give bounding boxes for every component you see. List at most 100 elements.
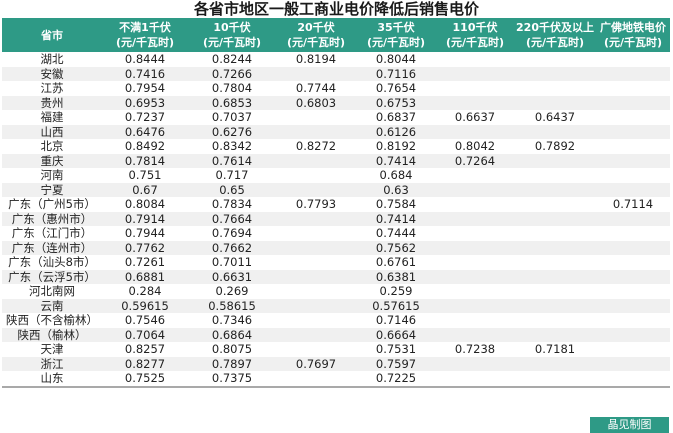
column-header: 广佛地铁电价 (元/千瓦时) [596,18,670,52]
price-cell [276,211,356,226]
price-cell: 0.7834 [188,197,276,212]
price-cell: 0.59615 [102,298,188,313]
price-cell [596,211,670,226]
column-header: 110千伏 (元/千瓦时) [436,18,514,52]
price-cell [596,356,670,371]
price-cell [514,371,596,388]
price-cell: 0.8492 [102,139,188,154]
table-body: 湖北 0.8444 0.8244 0.8194 0.8044 安徽 0.7416 0.7266… [2,52,670,388]
column-header-label: 110千伏 [452,21,498,34]
price-cell: 0.6803 [276,95,356,110]
column-header: 20千伏 (元/千瓦时) [276,18,356,52]
column-header-label: 20千伏 [297,21,335,34]
price-cell: 0.6881 [102,269,188,284]
price-cell [276,168,356,183]
price-cell [436,226,514,241]
price-cell: 0.7654 [356,81,436,96]
price-cell: 0.7897 [188,356,276,371]
price-cell [436,182,514,197]
table-row: 福建 0.7237 0.7037 0.6837 0.6637 0.6437 [2,110,670,125]
price-cell [436,327,514,342]
price-cell: 0.7261 [102,255,188,270]
price-cell [276,284,356,299]
price-cell [514,226,596,241]
price-cell [436,66,514,81]
price-cell [514,124,596,139]
price-cell [436,356,514,371]
price-cell: 0.8272 [276,139,356,154]
price-cell: 0.6126 [356,124,436,139]
table-row: 广东（惠州市） 0.7914 0.7664 0.7414 [2,211,670,226]
price-cell: 0.7697 [276,356,356,371]
price-cell: 0.7114 [596,197,670,212]
price-cell: 0.7037 [188,110,276,125]
table-row: 天津 0.8257 0.8075 0.7531 0.7238 0.7181 [2,342,670,357]
price-cell: 0.6437 [514,110,596,125]
price-cell: 0.7375 [188,371,276,388]
price-cell: 0.7914 [102,211,188,226]
table-row: 北京 0.8492 0.8342 0.8272 0.8192 0.8042 0.7892 [2,139,670,154]
table-row: 广东（连州市） 0.7762 0.7662 0.7562 [2,240,670,255]
price-cell: 0.284 [102,284,188,299]
price-cell: 0.57615 [356,298,436,313]
price-cell [276,153,356,168]
price-cell [514,284,596,299]
price-cell [436,255,514,270]
price-cell [436,211,514,226]
price-cell [436,371,514,388]
header-row: 省市 不满1千伏 (元/千瓦时) 10千伏 (元/千瓦时) 20千伏 (元/千瓦时) 35千伏… [2,18,670,52]
price-cell: 0.6837 [356,110,436,125]
price-cell [596,153,670,168]
price-cell: 0.8084 [102,197,188,212]
price-cell [276,371,356,388]
province-cell: 浙江 [2,356,102,371]
price-cell [436,81,514,96]
province-cell: 江苏 [2,81,102,96]
price-cell [514,211,596,226]
price-cell [276,255,356,270]
price-cell [276,66,356,81]
price-cell [596,66,670,81]
province-cell: 山西 [2,124,102,139]
province-cell: 广东（汕头8市） [2,255,102,270]
price-cell [596,313,670,328]
price-cell: 0.717 [188,168,276,183]
price-cell: 0.8244 [188,52,276,67]
electricity-price-table: 省市 不满1千伏 (元/千瓦时) 10千伏 (元/千瓦时) 20千伏 (元/千瓦时) 35千伏… [2,18,670,388]
table-row: 陕西（榆林） 0.7064 0.6864 0.6664 [2,327,670,342]
table-row: 河南 0.751 0.717 0.684 [2,168,670,183]
province-cell: 山东 [2,371,102,388]
price-cell [596,371,670,388]
province-cell: 河北南网 [2,284,102,299]
province-cell: 广东（广州5市） [2,197,102,212]
table-row: 山西 0.6476 0.6276 0.6126 [2,124,670,139]
price-cell: 0.7954 [102,81,188,96]
price-cell: 0.8075 [188,342,276,357]
price-cell [436,284,514,299]
table-row: 陕西（不含榆林） 0.7546 0.7346 0.7146 [2,313,670,328]
province-cell: 湖北 [2,52,102,67]
province-cell: 广东（云浮5市） [2,269,102,284]
province-cell: 广东（连州市） [2,240,102,255]
price-cell [596,139,670,154]
price-cell [514,81,596,96]
price-cell: 0.7584 [356,197,436,212]
price-cell [276,124,356,139]
province-cell: 河南 [2,168,102,183]
price-cell [514,255,596,270]
price-cell [436,95,514,110]
column-header-label: 省市 [41,28,63,42]
price-cell: 0.6761 [356,255,436,270]
province-cell: 广东（江门市） [2,226,102,241]
table-row: 广东（云浮5市） 0.6881 0.6631 0.6381 [2,269,670,284]
province-cell: 广东（惠州市） [2,211,102,226]
price-cell [596,95,670,110]
price-cell: 0.684 [356,168,436,183]
credit-badge: 晶见制图 [590,417,669,433]
column-header-label: 10千伏 [213,21,251,34]
price-cell: 0.7525 [102,371,188,388]
price-cell [596,284,670,299]
price-cell: 0.8192 [356,139,436,154]
price-cell: 0.6637 [436,110,514,125]
table-row: 重庆 0.7814 0.7614 0.7414 0.7264 [2,153,670,168]
